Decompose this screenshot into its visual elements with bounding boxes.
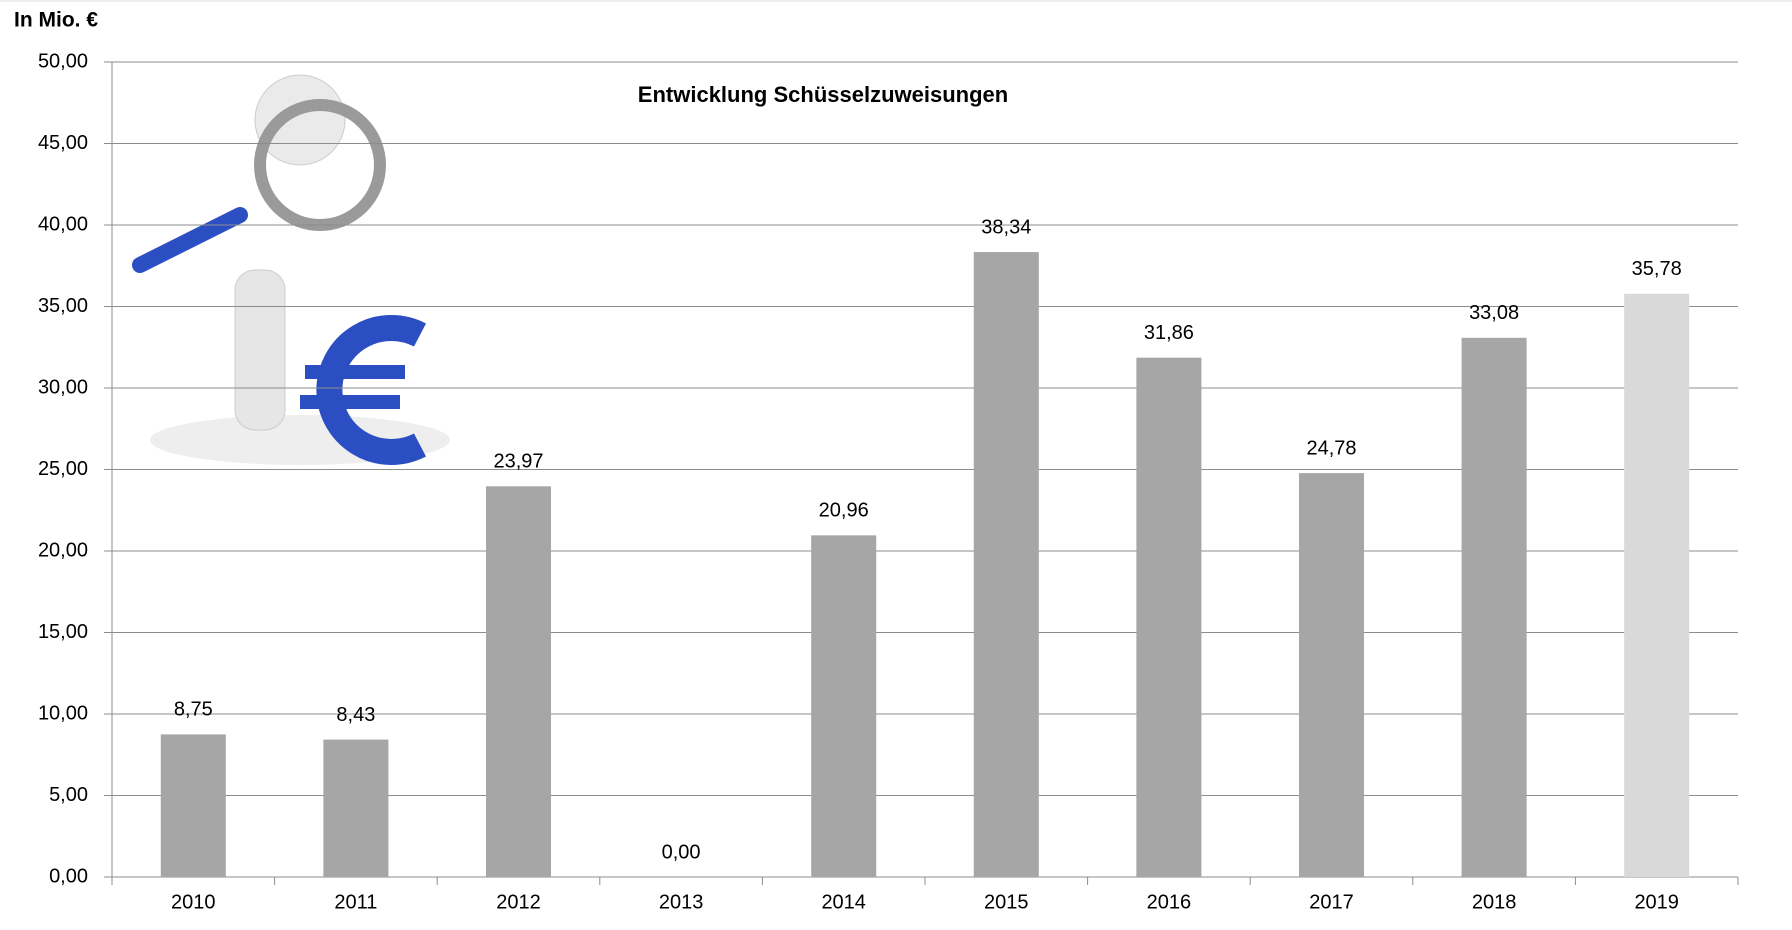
x-tick-label: 2010 <box>171 891 216 913</box>
bar <box>323 739 389 877</box>
x-tick-label: 2013 <box>659 891 704 913</box>
y-tick-label: 10,00 <box>38 702 88 724</box>
chart-title: Entwicklung Schüsselzuweisungen <box>638 82 1008 107</box>
bar <box>160 734 226 877</box>
illustration <box>132 74 450 465</box>
x-tick-label: 2019 <box>1634 891 1679 913</box>
x-tick-label: 2016 <box>1147 891 1192 913</box>
bar <box>1136 357 1202 877</box>
value-label: 8,43 <box>336 704 375 726</box>
y-tick-label: 0,00 <box>49 865 88 887</box>
value-label: 20,96 <box>819 500 869 522</box>
y-tick-label: 30,00 <box>38 376 88 398</box>
x-tick-label: 2014 <box>821 891 866 913</box>
value-label: 8,75 <box>174 699 213 721</box>
y-tick-label: 20,00 <box>38 539 88 561</box>
value-label: 33,08 <box>1469 302 1519 324</box>
y-tick-label: 15,00 <box>38 621 88 643</box>
value-label: 24,78 <box>1306 437 1356 459</box>
bar <box>1461 337 1527 877</box>
bar <box>973 252 1039 878</box>
value-label: 35,78 <box>1632 258 1682 280</box>
value-label: 23,97 <box>493 451 543 473</box>
bar <box>1298 473 1365 877</box>
value-label: 31,86 <box>1144 322 1194 344</box>
y-axis-label: In Mio. € <box>14 9 98 32</box>
y-tick-label: 35,00 <box>38 295 88 317</box>
value-label: 38,34 <box>981 216 1031 238</box>
x-tick-label: 2012 <box>496 891 541 913</box>
y-tick-label: 25,00 <box>38 458 88 480</box>
bar <box>1624 293 1690 877</box>
bar <box>485 486 552 877</box>
x-tick-label: 2011 <box>334 891 377 913</box>
x-tick-label: 2018 <box>1472 891 1517 913</box>
x-tick-label: 2017 <box>1309 891 1354 913</box>
y-tick-label: 40,00 <box>38 213 88 235</box>
y-tick-label: 45,00 <box>38 132 88 154</box>
y-tick-label: 50,00 <box>38 50 88 72</box>
y-tick-label: 5,00 <box>49 784 88 806</box>
value-label: 0,00 <box>662 841 701 863</box>
x-tick-label: 2015 <box>984 891 1029 913</box>
bar <box>811 535 877 877</box>
